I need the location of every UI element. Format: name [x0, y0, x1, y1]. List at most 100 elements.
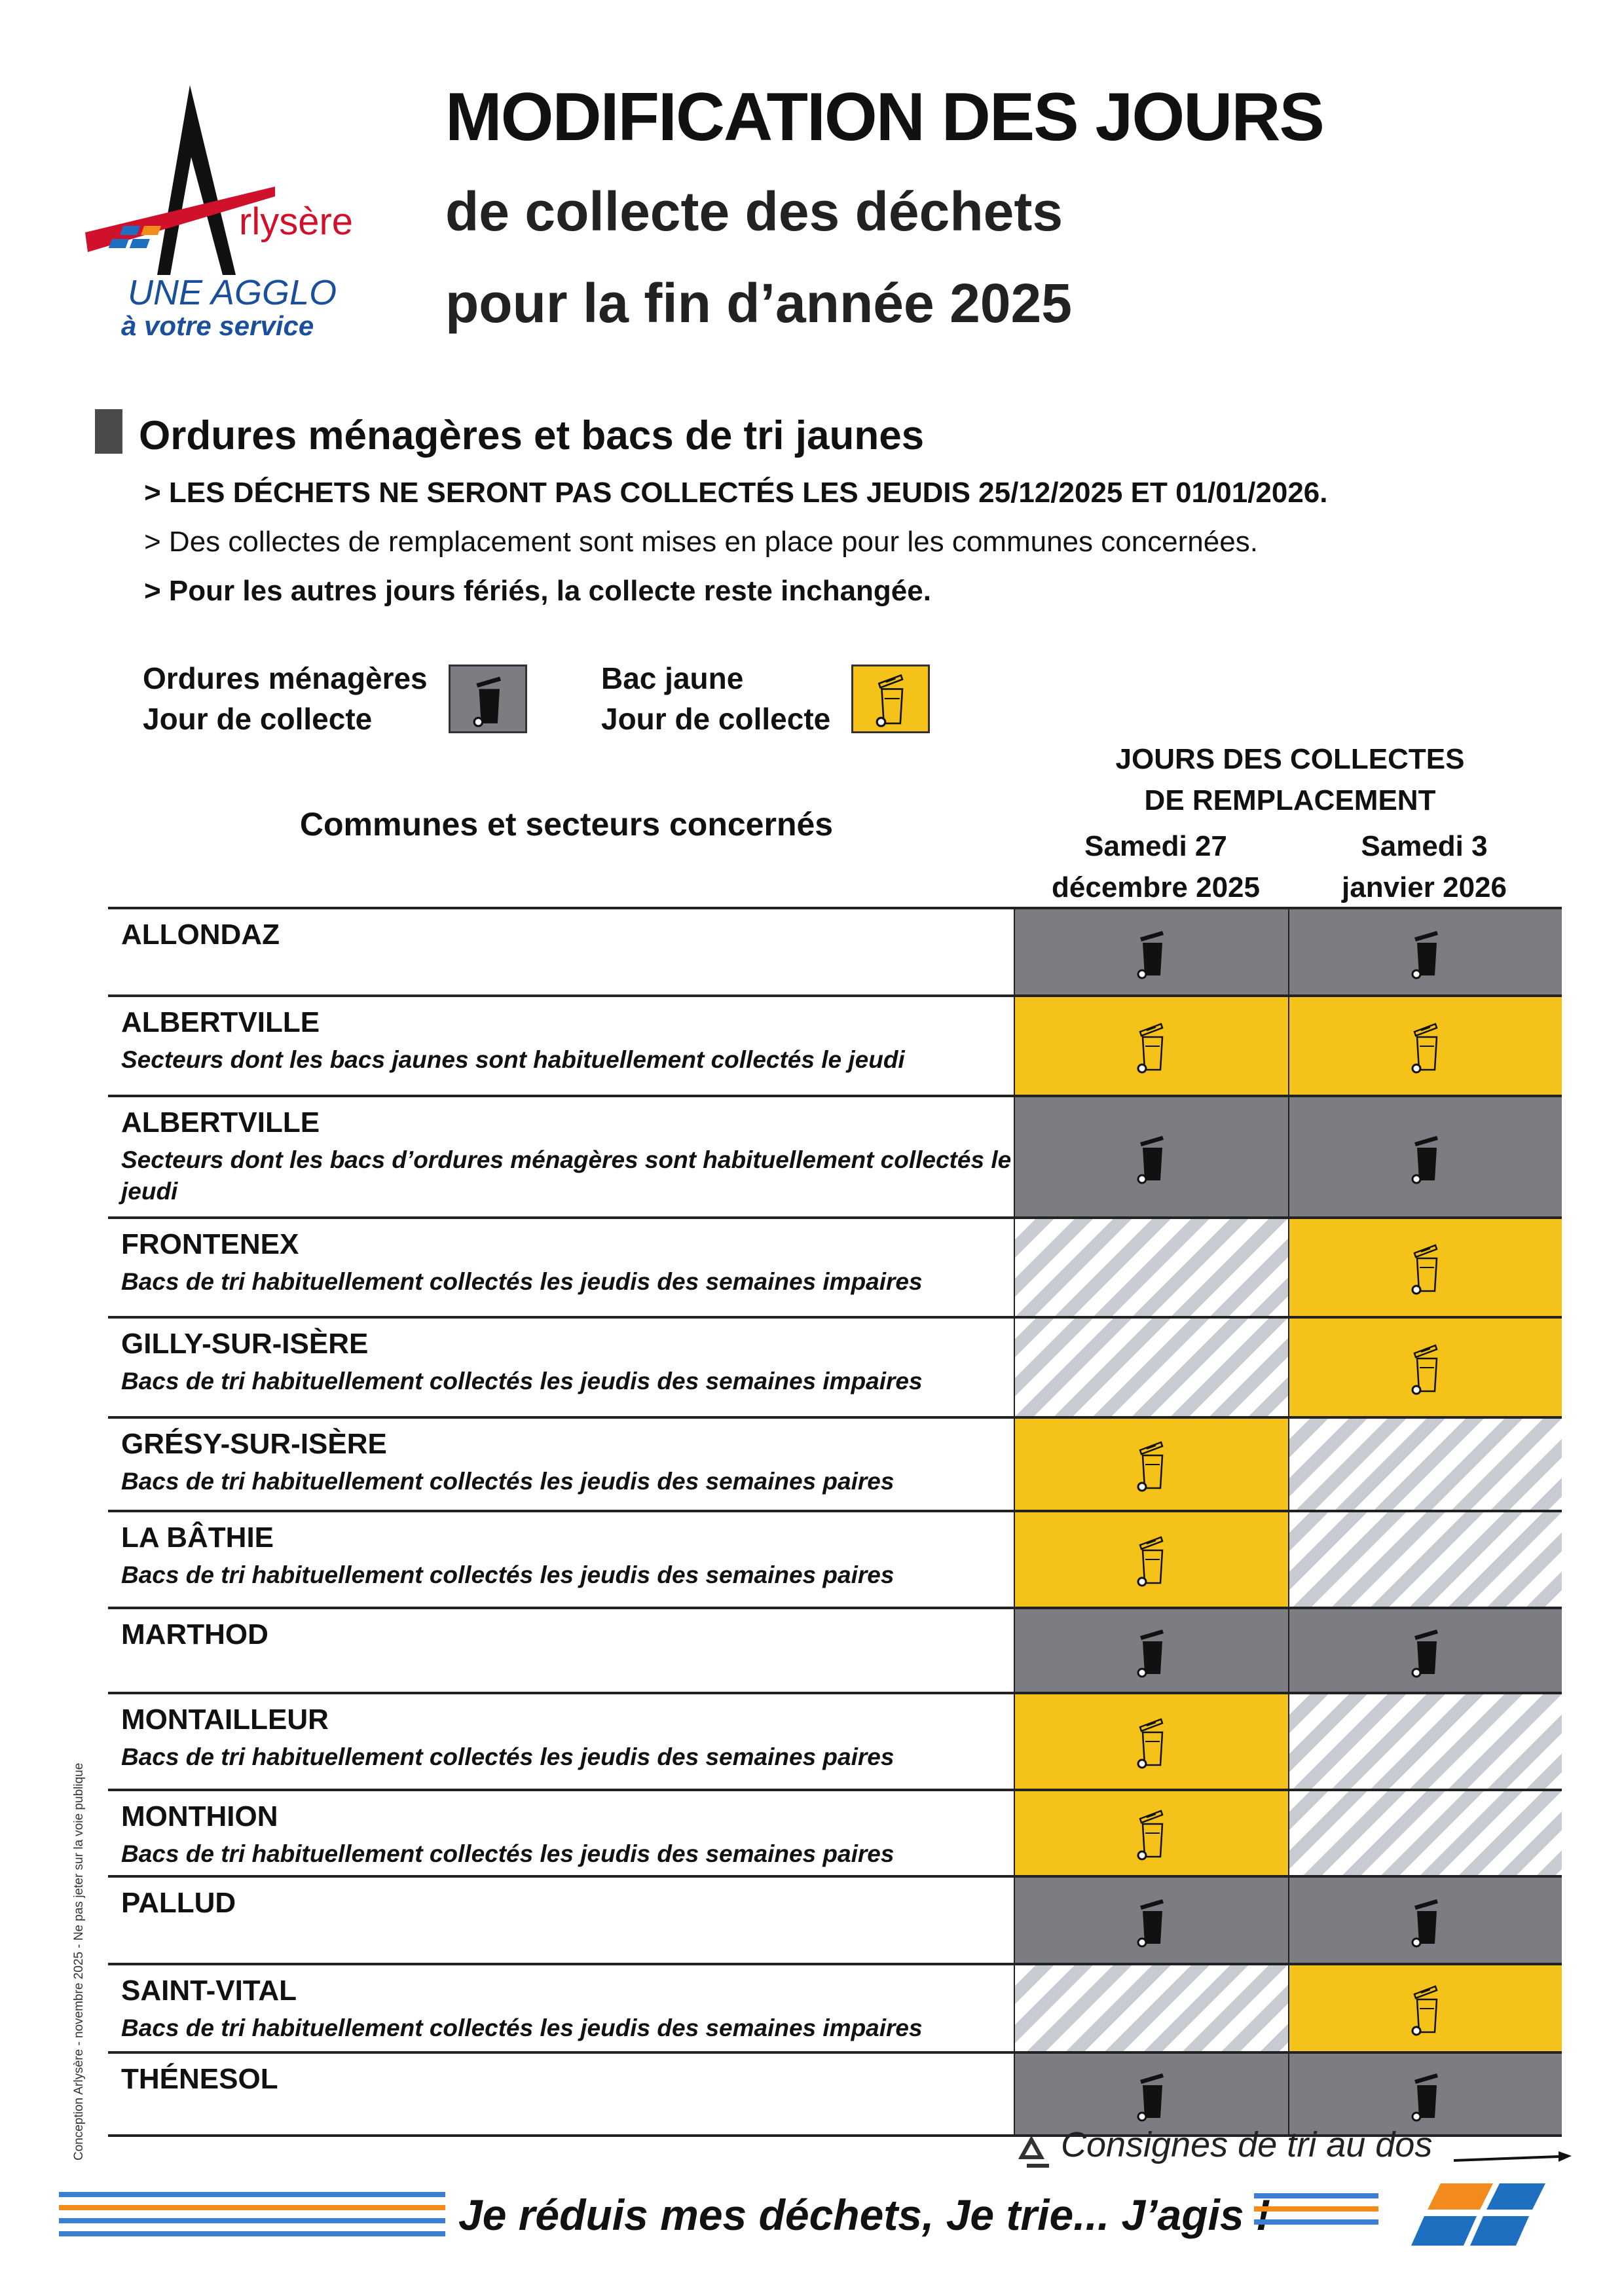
commune-name: THÉNESOL — [121, 2063, 278, 2095]
logo-square — [120, 226, 141, 235]
commune-name: FRONTENEX — [121, 1228, 299, 1260]
legend-icon — [851, 665, 930, 733]
collection-cell — [1287, 1319, 1562, 1416]
table-row: MONTHION Bacs de tri habituellement colle… — [108, 1789, 1562, 1875]
table-row: MARTHOD — [108, 1607, 1562, 1692]
row-text: MONTHION Bacs de tri habituellement colle… — [108, 1791, 1014, 1875]
bin-icon — [1137, 2073, 1164, 2121]
note: > Pour les autres jours fériés, la colle… — [144, 575, 931, 607]
collection-cell — [1014, 1419, 1288, 1510]
commune-detail: Bacs de tri habituellement collectés les… — [121, 1468, 895, 1495]
legend-label: Jour de collecte — [601, 702, 831, 736]
bin-icon — [1411, 1244, 1438, 1295]
commune-detail: Bacs de tri habituellement collectés les… — [121, 1743, 895, 1770]
commune-name: MONTAILLEUR — [121, 1704, 329, 1736]
collection-cell — [1287, 2054, 1562, 2134]
bin-icon — [1137, 1440, 1164, 1491]
row-text: FRONTENEX Bacs de tri habituellement coll… — [108, 1219, 1014, 1316]
bin-icon — [1411, 1343, 1438, 1394]
bin-icon — [1411, 1630, 1438, 1678]
logo-tagline: UNE AGGLO — [128, 273, 337, 312]
bin-icon — [1411, 2073, 1438, 2121]
commune-name: ALBERTVILLE — [121, 1106, 320, 1139]
collection-cell — [1014, 909, 1288, 994]
title: MODIFICATION DES JOURS — [445, 79, 1325, 155]
table-row: ALBERTVILLE Secteurs dont les bacs d’ordu… — [108, 1095, 1562, 1216]
collection-cell — [1287, 1609, 1562, 1692]
bin-icon — [1411, 1022, 1438, 1073]
stripe — [59, 2192, 445, 2197]
subtitle: pour la fin d’année 2025 — [445, 272, 1072, 334]
commune-name: MONTHION — [121, 1800, 278, 1832]
legend-label: Ordures ménagères — [143, 661, 428, 695]
column-header: Samedi 3 — [1361, 830, 1488, 862]
collection-cell — [1014, 997, 1288, 1095]
footer-logo — [1254, 2183, 1545, 2246]
column-header: Samedi 27 — [1084, 830, 1227, 862]
commune-detail: Secteurs dont les bacs d’ordures ménagèr… — [121, 1146, 1012, 1205]
collection-cell — [1287, 1878, 1562, 1963]
commune-name: SAINT-VITAL — [121, 1975, 297, 2007]
logo-a — [157, 85, 236, 275]
collection-cell — [1014, 1219, 1288, 1316]
commune-name: ALLONDAZ — [121, 919, 280, 951]
bin-icon — [1137, 1630, 1164, 1678]
collection-cell — [1287, 1097, 1562, 1216]
group-header: JOURS DES COLLECTES — [1115, 743, 1465, 775]
bin-icon — [1137, 1718, 1164, 1769]
commune-detail: Bacs de tri habituellement collectés les… — [121, 1268, 923, 1295]
collection-cell — [1014, 1097, 1288, 1216]
table-row: FRONTENEX Bacs de tri habituellement coll… — [108, 1216, 1562, 1316]
legend-label: Bac jaune — [601, 661, 744, 695]
logo-tile — [1470, 2216, 1529, 2246]
row-text: GRÉSY-SUR-ISÈRE Bacs de tri habituellemen… — [108, 1419, 1014, 1510]
bin-icon — [1411, 1984, 1438, 2035]
table-row: THÉNESOL — [108, 2051, 1562, 2137]
logo-tagline: à votre service — [121, 310, 314, 341]
collection-cell — [1014, 1609, 1288, 1692]
logo-tile — [1486, 2183, 1545, 2210]
commune-name: MARTHOD — [121, 1618, 268, 1650]
table-row: PALLUD — [108, 1875, 1562, 1963]
note: > LES DÉCHETS NE SERONT PAS COLLECTÉS LE… — [144, 477, 1328, 509]
legend-icon — [449, 665, 527, 733]
stripe — [1254, 2206, 1378, 2212]
table-row: LA BÂTHIE Bacs de tri habituellement coll… — [108, 1510, 1562, 1607]
logo-brand: rlysère — [239, 200, 353, 243]
column-header: janvier 2026 — [1342, 871, 1507, 903]
commune-name: ALBERTVILLE — [121, 1006, 320, 1038]
collection-cell — [1014, 1512, 1288, 1607]
section-marker — [95, 409, 122, 454]
collection-cell — [1014, 1694, 1288, 1789]
group-header: DE REMPLACEMENT — [1144, 784, 1436, 816]
table: ALLONDAZ ALBERTVILLE Secteurs dont les ba… — [108, 907, 1562, 2137]
collection-cell — [1287, 1219, 1562, 1316]
row-text: LA BÂTHIE Bacs de tri habituellement coll… — [108, 1512, 1014, 1607]
table-row: MONTAILLEUR Bacs de tri habituellement co… — [108, 1692, 1562, 1789]
logo-swoosh — [85, 187, 275, 252]
logo: rlysère UNE AGGLO à votre service — [85, 85, 353, 341]
bin-icon — [876, 674, 904, 728]
collection-cell — [1014, 1878, 1288, 1963]
commune-name: GRÉSY-SUR-ISÈRE — [121, 1428, 387, 1460]
column-header: décembre 2025 — [1052, 871, 1260, 903]
stripe — [59, 2205, 445, 2210]
stripe — [59, 2218, 445, 2223]
section-heading: Ordures ménagères et bacs de tri jaunes — [139, 413, 925, 458]
collection-cell — [1287, 1512, 1562, 1607]
stripe — [59, 2231, 445, 2236]
collection-cell — [1014, 2054, 1288, 2134]
legend-label: Jour de collecte — [143, 702, 373, 736]
collection-cell — [1287, 909, 1562, 994]
arrow-head — [1559, 2151, 1572, 2162]
slogan: Je réduis mes déchets, Je trie... J’agis… — [458, 2191, 1270, 2239]
side-note: Conception Arlysère - novembre 2025 - Ne… — [72, 1762, 86, 2160]
collection-cell — [1014, 1791, 1288, 1875]
subtitle: de collecte des déchets — [445, 181, 1063, 242]
bin-icon — [1411, 931, 1438, 979]
row-text: PALLUD — [108, 1878, 1014, 1963]
row-text: THÉNESOL — [108, 2054, 1014, 2134]
bin-icon — [1137, 1022, 1164, 1073]
commune-name: PALLUD — [121, 1887, 236, 1919]
